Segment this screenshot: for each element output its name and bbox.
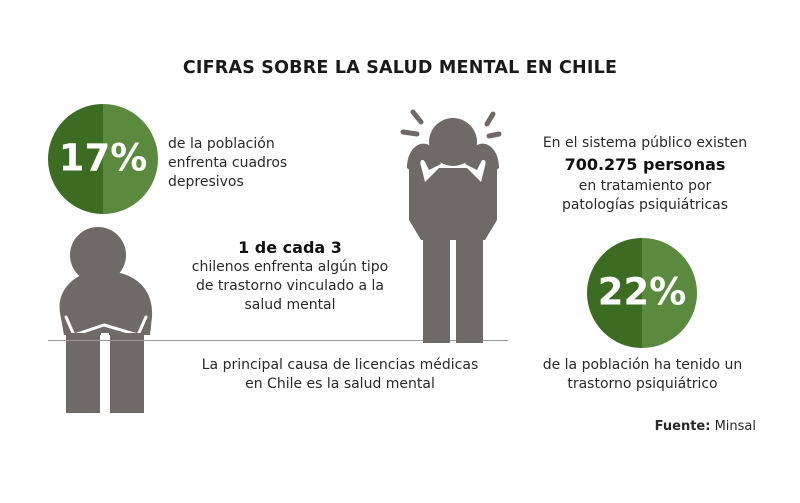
stat2-line-3: salud mental <box>244 297 336 313</box>
stat2-headline: 1 de cada 3 <box>238 238 342 257</box>
source-value: Minsal <box>714 419 756 434</box>
stat4-intro: En el sistema público existen <box>542 135 748 151</box>
stat4-line-1: en tratamiento por <box>578 178 712 194</box>
stat2-line-1: chilenos enfrenta algún tipo <box>191 259 389 275</box>
stat1-line-2: enfrenta cuadros <box>168 155 288 171</box>
source-label: Fuente: <box>654 419 711 434</box>
stat5-line-2: trastorno psiquiátrico <box>567 376 718 392</box>
stat2-line-2: de trastorno vinculado a la <box>195 278 384 294</box>
hunched-person-icon <box>59 227 153 413</box>
stat2-block: 1 de cada 3 chilenos enfrenta algún tipo… <box>175 238 405 315</box>
stat5-line-1: de la población ha tenido un <box>542 357 743 373</box>
stat-circle-17: 17% <box>48 104 158 214</box>
stat4-line-2: patologías psiquiátricas <box>561 197 729 213</box>
divider-line <box>48 340 508 341</box>
stat3-line-1: La principal causa de licencias médicas <box>201 357 479 373</box>
source-credit: Fuente: Minsal <box>655 419 756 434</box>
stressed-person-icon <box>400 109 502 343</box>
stat1-line-1: de la población <box>168 136 275 152</box>
stat1-text: de la población enfrenta cuadros depresi… <box>168 135 287 192</box>
stat-percent-17: 17% <box>58 136 148 180</box>
stat-circle-22: 22% <box>587 238 697 348</box>
stat4-headline: 700.275 personas <box>564 155 726 174</box>
page-title: CIFRAS SOBRE LA SALUD MENTAL EN CHILE <box>182 58 618 78</box>
stat1-line-3: depresivos <box>168 174 244 190</box>
stat-percent-22: 22% <box>597 270 687 314</box>
stat4-block: En el sistema público existen 700.275 pe… <box>525 134 765 215</box>
stat3-line-2: en Chile es la salud mental <box>245 376 435 392</box>
stat5-block: de la población ha tenido un trastorno p… <box>520 356 765 394</box>
stat3-block: La principal causa de licencias médicas … <box>180 356 500 394</box>
